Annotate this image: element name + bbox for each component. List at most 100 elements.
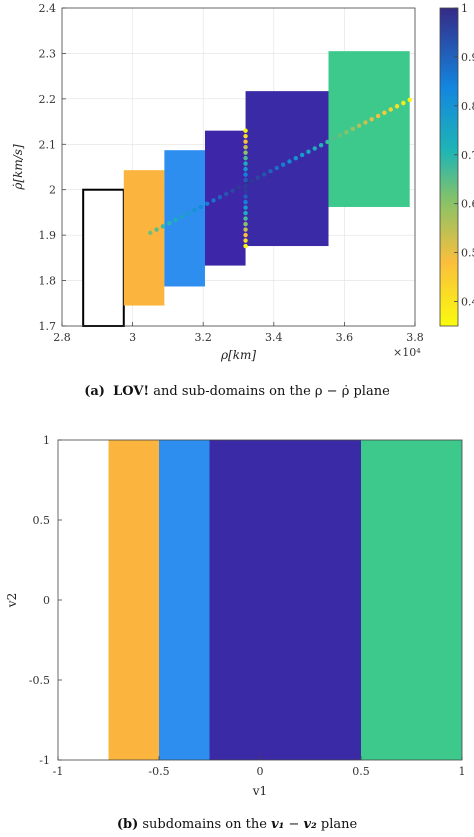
panel-a-colorbar: 1 0.9 0.8 0.7 0.6 0.5 0.4 (439, 2, 474, 327)
lov-point (192, 207, 197, 213)
lov-vertical-point (243, 150, 248, 155)
colorbar-tick-label: 1 (461, 2, 468, 15)
panel-a-axes-frame (61, 7, 416, 327)
lov-point (382, 110, 387, 115)
lov-vertical-point (243, 133, 248, 139)
colorbar-tick-label: 0.8 (461, 100, 474, 113)
panel-a-x-label: ρ[km] (220, 348, 256, 362)
panel-b-y-ticks: -1 -0.5 0 0.5 1 (29, 434, 62, 767)
panel-b-x-tick-label: 1 (459, 765, 466, 778)
subdomain-rect-3 (164, 150, 205, 287)
lov-point (306, 149, 311, 154)
panel-b-x-tick-label: -0.5 (148, 765, 169, 778)
colorbar-tick-label: 0.9 (461, 51, 474, 64)
panel-b-chart: -1 -0.5 0 0.5 1 -1 -0.5 0 0.5 1 v1 v2 (b) subdom… (5, 434, 466, 832)
panel-a-y-tick-label: 2.4 (39, 2, 57, 15)
panel-b-subdomain-bands (58, 440, 462, 760)
lov-point (205, 201, 210, 206)
lov-vertical-point (243, 243, 248, 249)
panel-a-y-tick-label: 1.9 (39, 229, 57, 242)
lov-point (369, 117, 374, 122)
panel-a-x-tick-label: 3 (129, 331, 136, 344)
lov-point (325, 139, 330, 145)
lov-point (236, 185, 242, 190)
panel-b-x-tick-label: 0.5 (352, 765, 370, 778)
subdomain-rect-2 (123, 170, 165, 306)
subdomain-rect-4 (204, 130, 246, 266)
panel-b-y-tick-label: -1 (39, 754, 50, 767)
lov-vertical-point (243, 216, 248, 221)
panel-a-x-tick-label: 3.6 (336, 331, 354, 344)
lov-vertical-point (243, 177, 248, 183)
lov-point (173, 217, 178, 223)
panel-a-y-tick-label: 2.2 (39, 93, 57, 106)
panel-a-x-tick-label: 3.8 (406, 331, 424, 344)
colorbar-tick-label: 0.6 (461, 198, 474, 211)
panel-b-caption-prefix: subdomains on the (142, 817, 271, 832)
lov-point (255, 175, 261, 180)
panel-b-y-tick-label: 1 (43, 434, 50, 447)
subdomain-rect-6 (328, 51, 410, 207)
lov-point (186, 211, 191, 216)
lov-vertical-point (243, 221, 248, 227)
lov-vertical-point (243, 144, 248, 150)
panel-a-x-tick-label: 3.4 (265, 331, 283, 344)
lov-point (211, 198, 216, 203)
lov-point (268, 168, 273, 174)
panel-a-y-tick-label: 1.7 (39, 320, 57, 333)
subdomain-band-2 (108, 440, 159, 760)
panel-a-chart: 2.8 3 3.2 3.4 3.6 3.8 1.71.81.922.12.22.32.4 … (11, 2, 474, 399)
lov-vertical-point (243, 128, 248, 133)
subdomain-band-4 (209, 440, 361, 760)
panel-b-caption-suffix: plane (321, 817, 358, 832)
lov-point (280, 162, 286, 167)
lov-point (274, 165, 280, 171)
lov-point (179, 214, 185, 219)
colorbar-tick-label: 0.5 (461, 247, 474, 260)
lov-point (287, 159, 292, 164)
lov-point (344, 130, 349, 135)
lov-vertical-point (243, 155, 248, 161)
panel-b-x-tick-label: 0 (257, 765, 264, 778)
subdomain-rect-1 (82, 188, 125, 327)
lov-point (148, 230, 153, 236)
panel-a-subdomains (82, 51, 410, 327)
lov-vertical-point (243, 210, 248, 216)
lov-point (331, 136, 336, 141)
lov-vertical-point (243, 172, 248, 177)
lov-vertical-point (243, 205, 248, 210)
lov-vertical-point (243, 188, 248, 194)
lov-vertical-point (243, 199, 248, 205)
lov-point (394, 104, 400, 109)
panel-a-x-ticks: 2.8 3 3.2 3.4 3.6 3.8 (53, 322, 424, 344)
panel-a-caption-label: (a) (84, 384, 105, 399)
colorbar-ticks: 1 0.9 0.8 0.7 0.6 0.5 0.4 (454, 2, 474, 309)
subdomain-rect-5 (245, 91, 329, 247)
panel-a-x-multiplier: ×10⁴ (393, 346, 421, 359)
panel-b-y-tick-label: 0.5 (33, 514, 51, 527)
panel-b-caption-label: (b) (117, 817, 138, 832)
panel-b-caption-v1: v₁ (271, 817, 284, 832)
panel-b-y-label: v2 (5, 593, 19, 608)
lov-point (318, 143, 324, 148)
colorbar-scale (439, 7, 459, 327)
panel-b-caption-v2: v₂ (303, 817, 317, 832)
lov-point (356, 123, 362, 128)
panel-a-x-tick-label: 3.2 (194, 331, 212, 344)
lov-point (337, 133, 343, 138)
lov-point (167, 220, 172, 226)
subdomain-band-5 (361, 440, 462, 760)
panel-a-caption-bold: LOV! (113, 384, 149, 399)
lov-point (293, 156, 298, 161)
lov-point (223, 191, 229, 197)
panel-b-x-ticks: -1 -0.5 0 0.5 1 (53, 756, 466, 778)
panel-b-x-label: v1 (252, 784, 267, 798)
lov-vertical-point (243, 194, 248, 199)
panel-b-caption-minus: − (288, 817, 303, 832)
colorbar-tick-label: 0.4 (461, 296, 474, 309)
lov-point (407, 97, 412, 102)
panel-a-y-tick-label: 2.3 (39, 47, 57, 60)
lov-vertical-point (243, 183, 248, 188)
lov-vertical-point (243, 238, 248, 243)
